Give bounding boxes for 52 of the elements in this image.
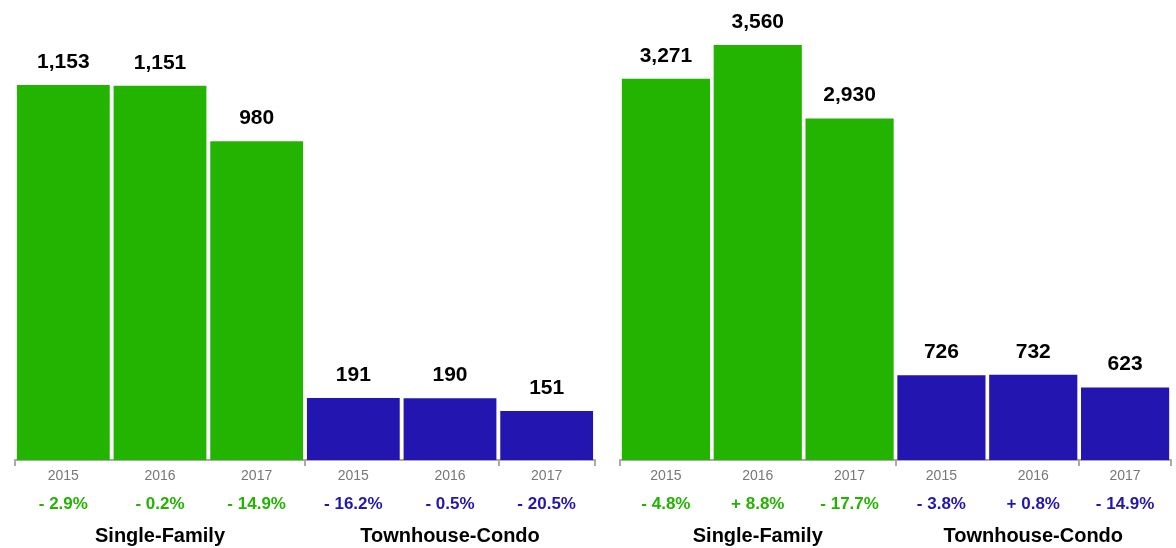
bar [113, 85, 207, 460]
x-tick-label: 2017 [834, 467, 866, 483]
bar [16, 85, 110, 460]
text: + 0.8% [1006, 493, 1060, 513]
bar [210, 141, 304, 460]
text: Single-Family [692, 524, 824, 546]
x-tick-label: 2015 [337, 467, 370, 483]
x-tick-label: 2017 [531, 467, 563, 483]
x-tick-label: 2015 [650, 467, 682, 483]
x-tick-label: 2016 [1017, 467, 1050, 483]
bar [805, 118, 894, 460]
text: Single-Family [94, 524, 226, 546]
data-label: 1,153 [37, 49, 90, 72]
text: - 4.8% [641, 493, 691, 513]
text: - 20.5% [517, 493, 576, 513]
text: - 0.2% [135, 493, 185, 513]
bar [713, 45, 802, 460]
x-tick-label: 2016 [742, 467, 774, 483]
x-tick-label: 2016 [434, 467, 466, 483]
data-label: 190 [432, 362, 468, 386]
bar [1081, 387, 1170, 460]
data-label: 151 [529, 374, 565, 398]
data-label: 726 [923, 339, 959, 363]
x-tick-label: 2017 [241, 467, 273, 483]
text: - 2.9% [38, 493, 88, 513]
bar [500, 410, 594, 460]
x-tick-label: 2015 [925, 467, 958, 483]
text: - 0.5% [425, 493, 475, 513]
bar [621, 78, 710, 460]
data-label: 191 [335, 361, 372, 385]
data-label: 980 [239, 105, 275, 129]
text: - 3.8% [916, 493, 966, 513]
x-tick-label: 2017 [1109, 467, 1141, 483]
x-tick-label: 2015 [47, 467, 80, 483]
x-tick-label: 2016 [144, 467, 176, 483]
text: + 8.8% [731, 493, 785, 513]
text: - 16.2% [324, 493, 383, 513]
text: Townhouse-Condo [360, 524, 540, 546]
bar [897, 375, 986, 460]
data-label: 732 [1015, 338, 1051, 362]
text: - 14.9% [1095, 493, 1155, 513]
data-label: 623 [1107, 351, 1143, 375]
bar [403, 398, 497, 460]
data-label: 2,930 [823, 82, 876, 106]
text: Townhouse-Condo [943, 524, 1124, 546]
data-label: 3,560 [731, 9, 785, 32]
text: - 14.9% [227, 493, 286, 513]
data-label: 3,271 [639, 42, 693, 66]
text: - 17.7% [820, 493, 879, 513]
bar [989, 374, 1078, 460]
data-label: 1,151 [133, 49, 187, 73]
bar [306, 397, 400, 460]
